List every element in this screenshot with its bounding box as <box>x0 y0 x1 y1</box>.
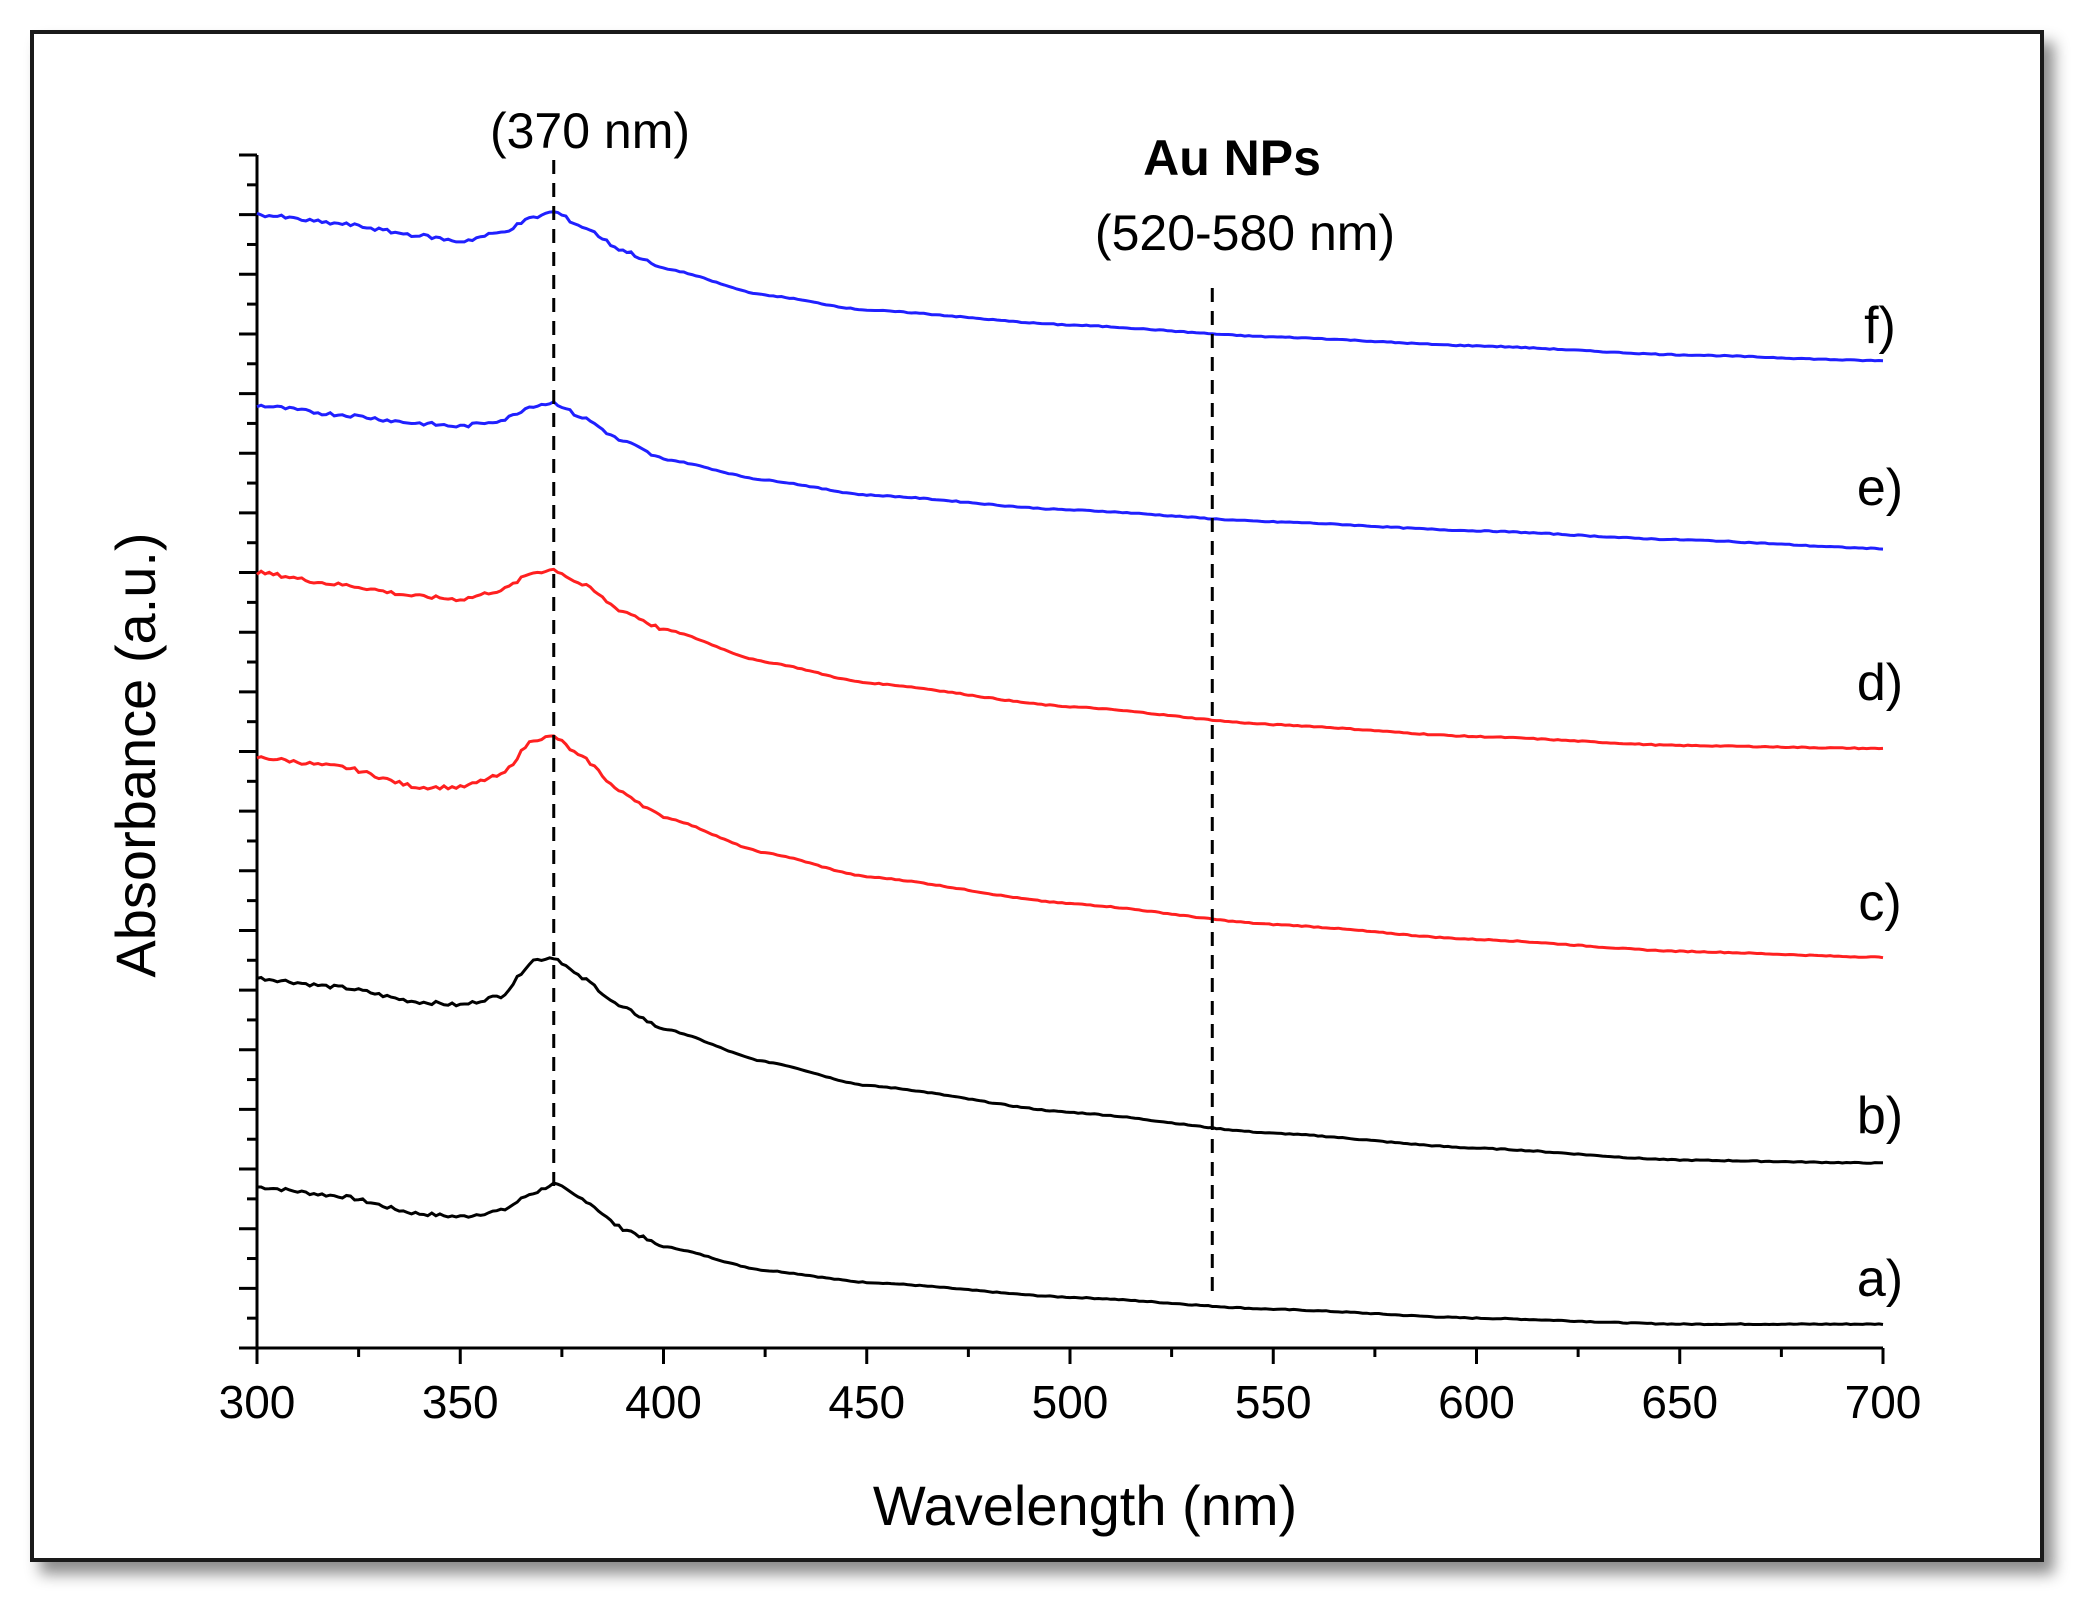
series-line-a <box>257 1181 1884 1327</box>
series-label-b: b) <box>1857 1087 1903 1145</box>
annotation-au-nps: Au NPs <box>1143 130 1321 186</box>
series-label-c: c) <box>1858 874 1901 932</box>
series-lines <box>256 210 1884 1327</box>
x-tick-label: 450 <box>828 1376 905 1428</box>
x-tick-label: 300 <box>219 1376 296 1428</box>
x-tick-label: 500 <box>1032 1376 1109 1428</box>
x-tick-label: 550 <box>1235 1376 1312 1428</box>
series-line-c <box>256 734 1884 960</box>
annotation-zno-peak: (370 nm) <box>490 103 690 159</box>
annotation-au-range: (520-580 nm) <box>1095 205 1395 261</box>
x-axis-label: Wavelength (nm) <box>873 1474 1297 1537</box>
x-tick-label: 650 <box>1641 1376 1718 1428</box>
axes: 300 350 400 450 500 550 600 650 700 <box>219 153 1922 1428</box>
series-label-e: e) <box>1857 459 1903 517</box>
annotation-marks <box>552 160 1214 1300</box>
figure-frame <box>30 30 2044 1562</box>
x-tick-label: 400 <box>625 1376 702 1428</box>
series-line-e <box>256 399 1884 551</box>
x-tick-label: 700 <box>1845 1376 1922 1428</box>
series-label-a: a) <box>1857 1250 1903 1308</box>
series-line-b <box>256 956 1884 1165</box>
x-tick-label: 600 <box>1438 1376 1515 1428</box>
x-tick-label: 350 <box>422 1376 499 1428</box>
series-line-f <box>256 210 1884 363</box>
y-axis-label: Absorbance (a.u.) <box>104 532 167 977</box>
series-line-d <box>256 567 1884 751</box>
series-label-d: d) <box>1857 654 1903 712</box>
series-label-f: f) <box>1864 297 1896 355</box>
